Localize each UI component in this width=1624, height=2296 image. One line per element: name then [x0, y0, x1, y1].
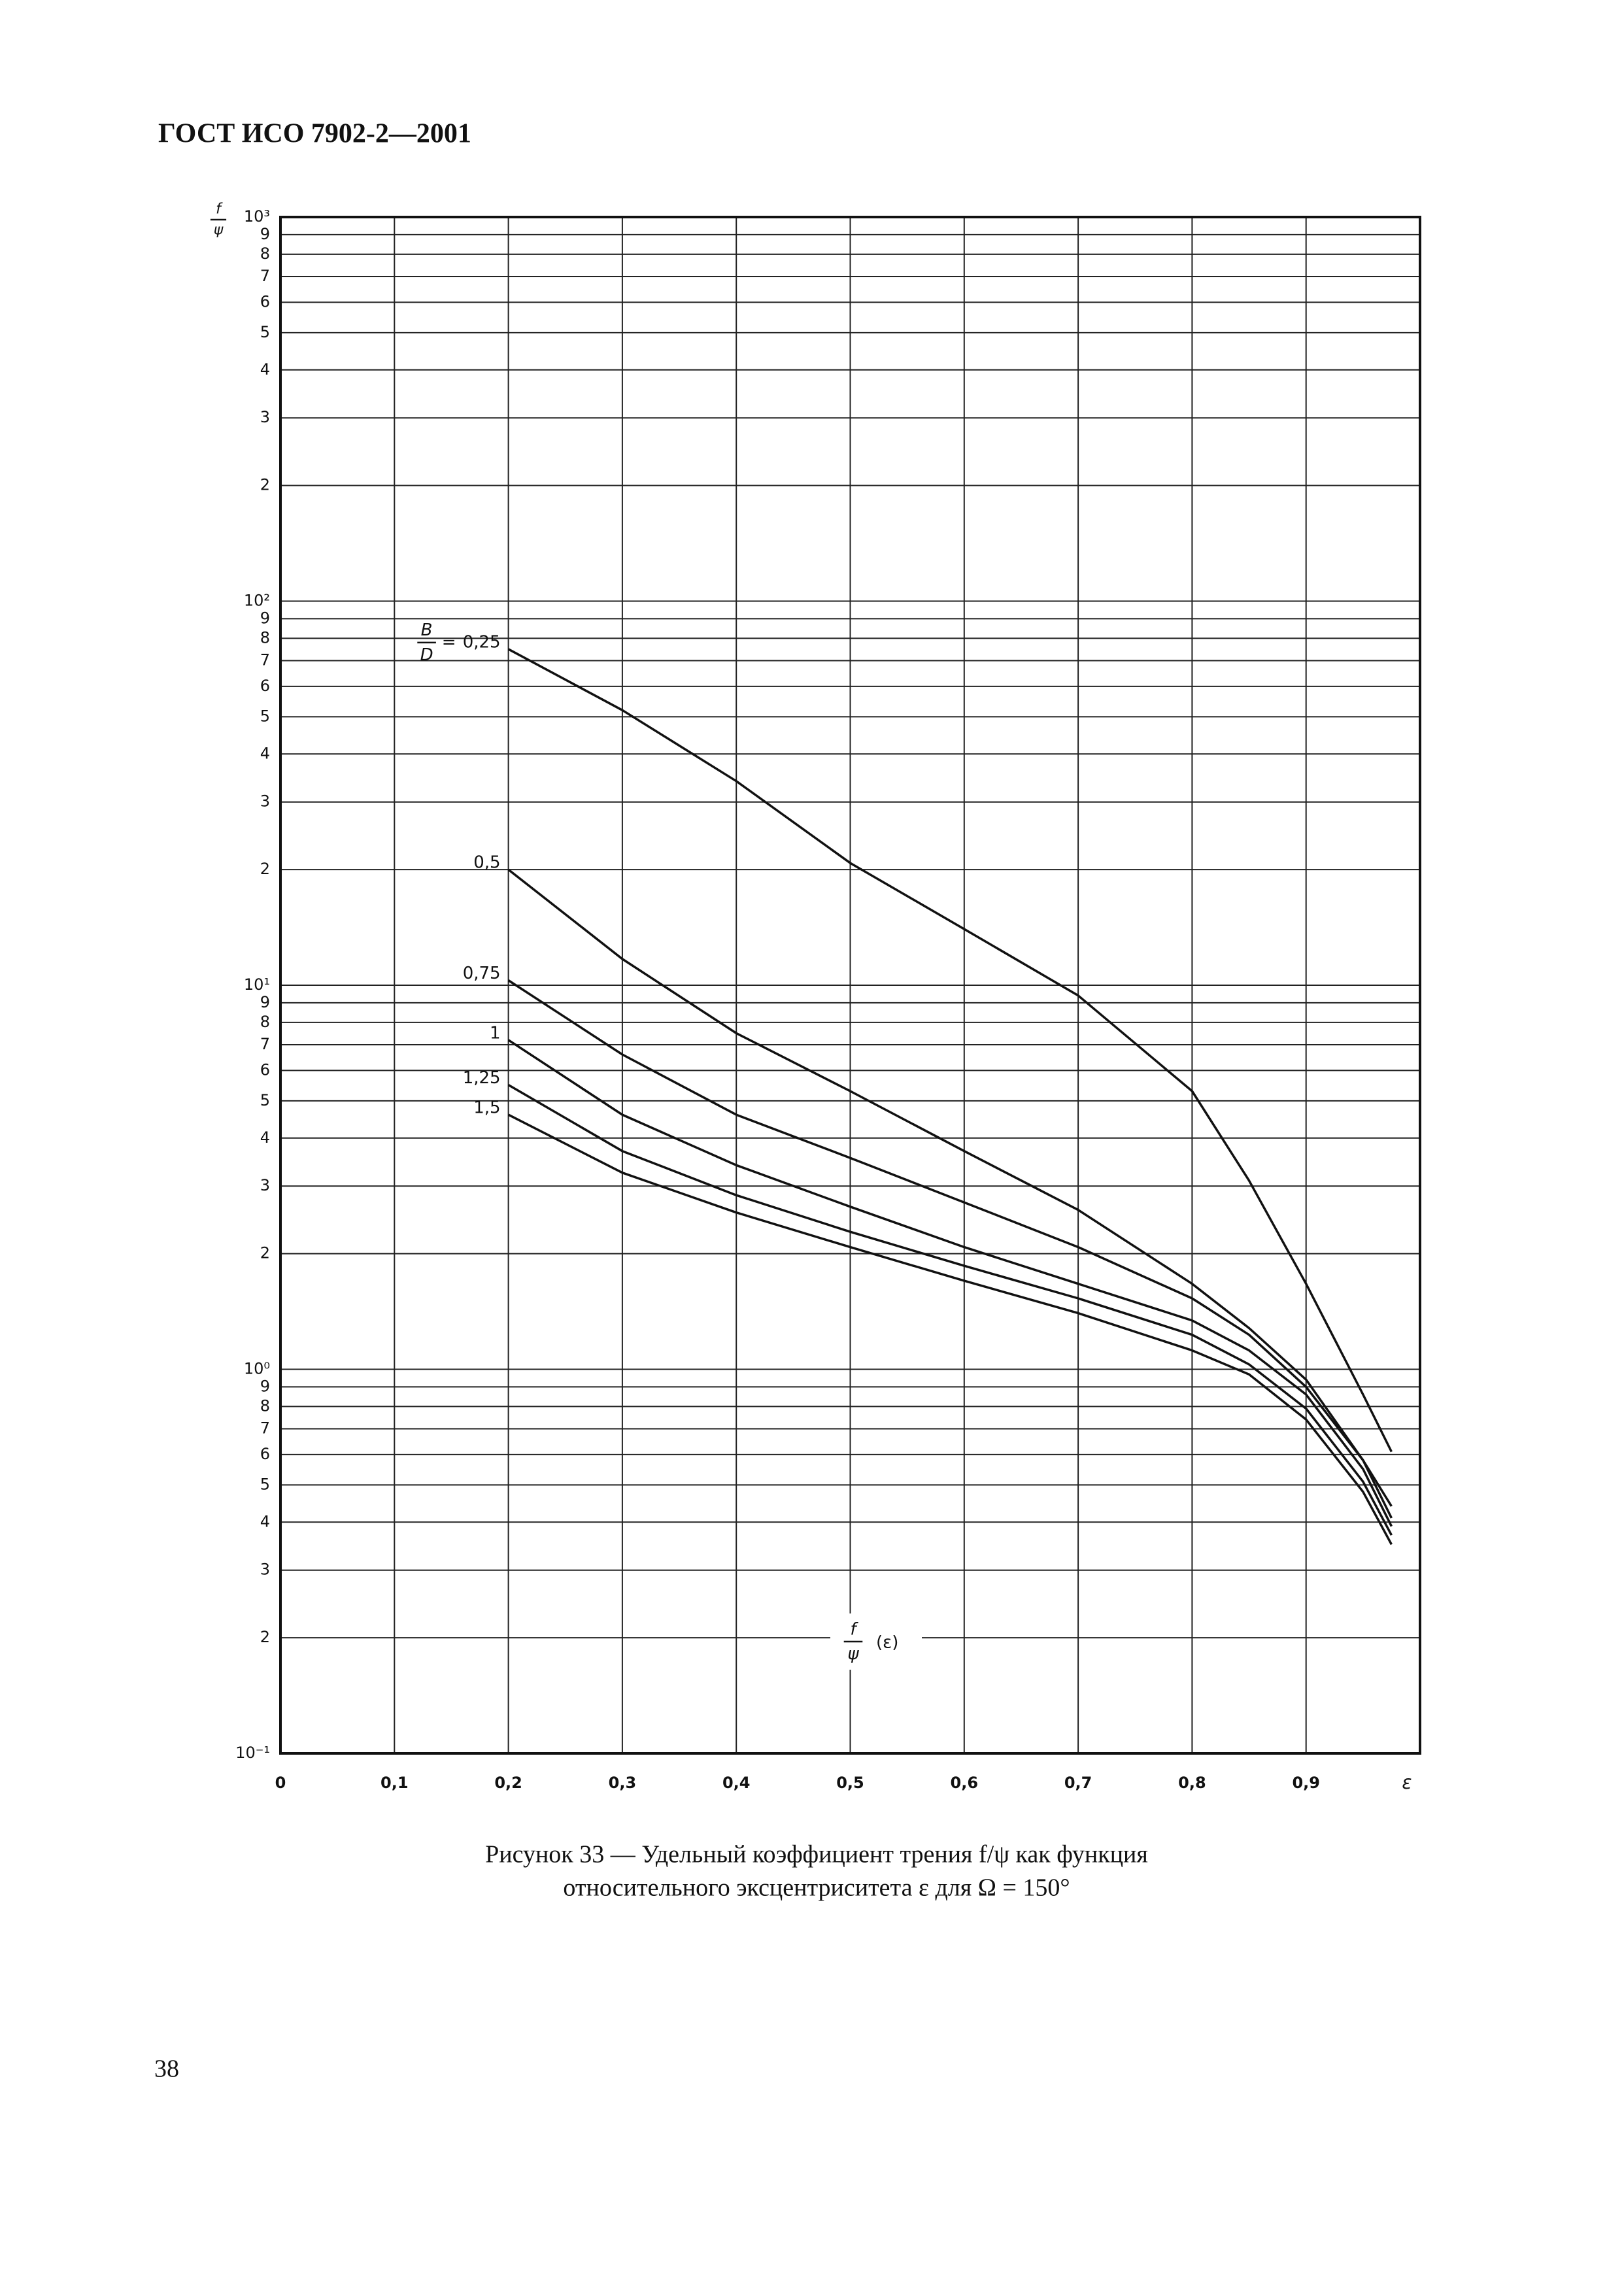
fraction-denominator: ψ — [214, 222, 224, 239]
x-tick-label: 0,2 — [494, 1774, 522, 1792]
y-tick-label: 10⁻¹ — [235, 1744, 270, 1762]
y-tick-label: 5 — [260, 1475, 270, 1493]
y-tick-label: 2 — [260, 860, 270, 878]
y-tick-label: 7 — [260, 1035, 270, 1053]
y-tick-label: 7 — [260, 651, 270, 669]
y-tick-label: 2 — [260, 1244, 270, 1262]
y-tick-label: 4 — [260, 1512, 270, 1530]
curve — [507, 979, 1393, 1519]
x-tick-label: 0,4 — [722, 1774, 751, 1792]
y-tick-label: 10³ — [244, 207, 270, 226]
curve-label: 1,25 — [463, 1068, 501, 1088]
y-tick-label: 9 — [260, 609, 270, 627]
x-tick-label: 0 — [275, 1774, 286, 1792]
y-tick-label: 10² — [244, 592, 270, 610]
y-tick-label: 9 — [260, 1377, 270, 1395]
y-tick-label: 8 — [260, 1396, 270, 1415]
y-tick-label: 8 — [260, 1013, 270, 1031]
y-tick-label: 3 — [260, 1176, 270, 1194]
y-tick-label: 7 — [260, 1419, 270, 1438]
y-tick-label: 8 — [260, 628, 270, 647]
x-tick-label: 0,1 — [381, 1774, 409, 1792]
y-tick-label: 6 — [260, 1060, 270, 1079]
curve — [507, 868, 1393, 1507]
x-tick-label: 0,6 — [951, 1774, 979, 1792]
y-tick-label: 7 — [260, 267, 270, 285]
caption-line: Рисунок 33 — Удельный коэффициент трения… — [485, 1841, 1148, 1868]
x-tick-label: 0,9 — [1292, 1774, 1320, 1792]
y-tick-label: 6 — [260, 677, 270, 695]
y-tick-label: 8 — [260, 245, 270, 263]
curve-label: 0,25 — [463, 632, 501, 652]
curve-label: 1 — [490, 1023, 501, 1043]
y-tick-label: 3 — [260, 408, 270, 426]
x-tick-label: 0,5 — [836, 1774, 864, 1792]
fraction-numerator: B — [421, 620, 433, 640]
fraction-denominator: D — [420, 645, 433, 665]
y-tick-label: 10⁰ — [244, 1360, 270, 1378]
y-tick-label: 6 — [260, 292, 270, 311]
curve — [507, 1083, 1393, 1536]
y-tick-label: 4 — [260, 1128, 270, 1147]
fraction-numerator: f — [216, 201, 223, 218]
y-tick-label: 10¹ — [244, 975, 270, 994]
fraction-denominator: ψ — [847, 1644, 859, 1664]
annotation-text: (ε) — [876, 1633, 898, 1653]
curve — [507, 1113, 1393, 1545]
header: ГОСТ ИСО 7902-2—2001 — [158, 119, 471, 149]
y-tick-label: 4 — [260, 360, 270, 379]
x-axis-label: ε — [1402, 1772, 1412, 1793]
curve-label: 0,75 — [463, 964, 501, 983]
y-tick-label: 2 — [260, 1628, 270, 1646]
caption-line: относительного эксцентриситета ε для Ω =… — [563, 1874, 1070, 1902]
page-number: 38 — [154, 2055, 179, 2083]
y-tick-label: 2 — [260, 476, 270, 494]
y-tick-label: 3 — [260, 792, 270, 811]
y-tick-label: 5 — [260, 707, 270, 725]
curve — [507, 1039, 1393, 1527]
curve-label: 0,5 — [473, 853, 500, 873]
y-tick-label: 9 — [260, 993, 270, 1011]
x-tick-label: 0,8 — [1178, 1774, 1206, 1792]
plot-frame — [279, 216, 1421, 1755]
curve — [507, 648, 1393, 1453]
y-tick-label: 5 — [260, 323, 270, 341]
y-tick-label: 4 — [260, 744, 270, 762]
curve-label: 1,5 — [473, 1098, 500, 1118]
x-tick-label: 0,7 — [1064, 1774, 1092, 1792]
y-tick-label: 5 — [260, 1091, 270, 1109]
y-tick-label: 6 — [260, 1445, 270, 1463]
parameter-equals: = — [442, 632, 456, 652]
y-tick-label: 9 — [260, 225, 270, 243]
y-tick-label: 3 — [260, 1561, 270, 1579]
x-tick-label: 0,3 — [609, 1774, 637, 1792]
